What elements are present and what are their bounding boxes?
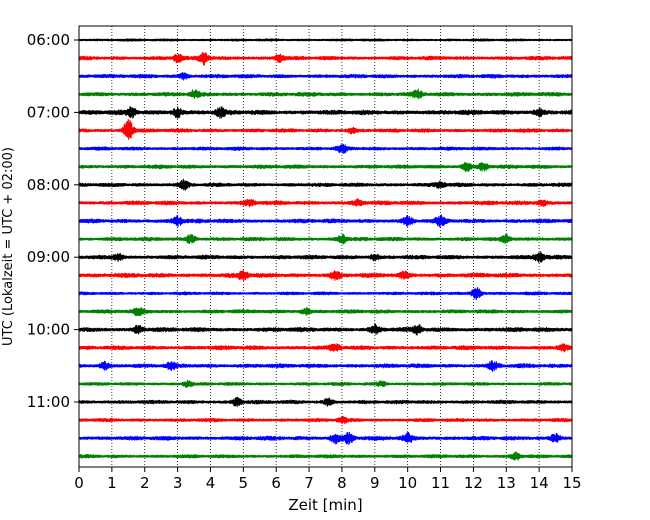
seismic-trace xyxy=(78,307,573,317)
seismic-trace xyxy=(78,287,573,301)
seismic-trace xyxy=(78,233,573,245)
x-tick-label: 7 xyxy=(304,474,314,492)
seismic-trace xyxy=(78,119,573,140)
x-axis-label: Zeit [min] xyxy=(288,496,362,514)
seismic-trace xyxy=(78,360,573,372)
seismic-trace xyxy=(78,198,573,208)
seismic-trace xyxy=(78,396,573,408)
y-tick-label: 08:00 xyxy=(27,176,70,194)
seismic-trace xyxy=(78,269,573,282)
x-tick-label: 4 xyxy=(206,474,216,492)
seismic-trace xyxy=(78,343,573,353)
x-tick-label: 13 xyxy=(497,474,516,492)
x-tick-label: 10 xyxy=(398,474,417,492)
y-axis-label: UTC (Lokalzeit = UTC + 02:00) xyxy=(1,147,16,346)
seismic-trace xyxy=(78,178,573,191)
seismic-trace xyxy=(78,88,573,100)
seismic-trace xyxy=(78,431,573,445)
x-tick-label: 12 xyxy=(464,474,483,492)
seismic-trace xyxy=(78,415,573,425)
y-tick-label: 11:00 xyxy=(27,393,70,411)
seismic-trace xyxy=(78,323,573,336)
y-axis-ticks: 06:00 07:00 08:00 09:00 10:00 11:00 xyxy=(27,31,79,411)
seismic-trace xyxy=(78,71,573,81)
y-tick-label: 06:00 xyxy=(27,31,70,49)
x-tick-label: 5 xyxy=(239,474,249,492)
x-tick-label: 8 xyxy=(337,474,347,492)
y-tick-label: 10:00 xyxy=(27,321,70,339)
y-tick-label: 09:00 xyxy=(27,248,70,266)
x-tick-label: 2 xyxy=(140,474,150,492)
x-tick-label: 11 xyxy=(431,474,450,492)
seismic-trace xyxy=(78,379,573,388)
seismic-trace xyxy=(78,143,573,154)
x-tick-label: 3 xyxy=(173,474,183,492)
seismic-trace xyxy=(78,451,573,461)
seismic-trace xyxy=(78,38,573,42)
plot-frame xyxy=(78,25,573,468)
x-tick-label: 0 xyxy=(74,474,84,492)
seismic-trace xyxy=(78,51,573,66)
seismic-trace xyxy=(78,161,573,172)
seismic-trace xyxy=(78,251,573,263)
x-tick-label: 15 xyxy=(562,474,581,492)
y-tick-label: 07:00 xyxy=(27,103,70,121)
x-axis-ticks: 0 1 2 3 4 5 6 7 8 9 10 11 12 13 14 15 xyxy=(74,467,582,492)
x-tick-label: 14 xyxy=(530,474,549,492)
seismic-traces xyxy=(78,38,573,461)
x-tick-label: 1 xyxy=(107,474,117,492)
x-tick-label: 6 xyxy=(271,474,281,492)
x-tick-label: 9 xyxy=(370,474,380,492)
seismic-trace xyxy=(78,106,573,119)
seismic-trace xyxy=(78,214,573,228)
